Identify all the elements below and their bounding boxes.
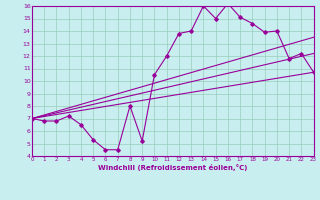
X-axis label: Windchill (Refroidissement éolien,°C): Windchill (Refroidissement éolien,°C) xyxy=(98,164,247,171)
